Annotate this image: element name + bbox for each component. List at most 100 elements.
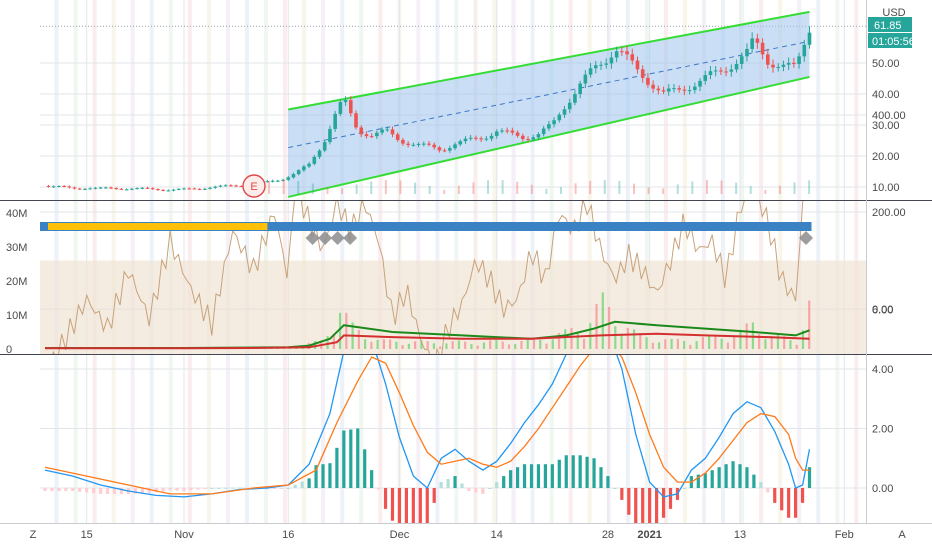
candle-body	[750, 38, 754, 49]
oscillator-tick-label: 200.00	[872, 207, 906, 219]
candle-body	[489, 135, 494, 139]
volume-bar	[357, 330, 360, 349]
candle-body	[296, 170, 301, 175]
histogram-bar	[655, 488, 659, 523]
histogram-bar	[620, 488, 624, 500]
candle-body	[807, 32, 812, 45]
price-volume-bar	[341, 188, 344, 194]
momentum-pane[interactable]	[43, 318, 812, 538]
histogram-bar	[78, 488, 82, 492]
histogram-bar	[592, 458, 596, 488]
candles	[46, 26, 812, 194]
histogram-bar	[446, 479, 450, 488]
histogram-bar	[370, 470, 374, 488]
volume-bar	[457, 340, 461, 349]
candle-body	[583, 74, 588, 84]
volume-bar	[770, 336, 773, 349]
earnings-marker[interactable]	[242, 174, 266, 198]
volume-bar	[614, 326, 617, 349]
candle-body	[208, 187, 212, 189]
candle-body	[479, 138, 483, 140]
candle-body	[755, 38, 760, 43]
earnings-marker-label: E	[250, 181, 257, 193]
candle-body	[124, 189, 129, 191]
x-tick-label: 28	[602, 529, 614, 541]
volume-bar	[551, 339, 554, 349]
volume-bar	[651, 342, 654, 349]
volume-bar	[345, 312, 348, 349]
signal-diamonds	[305, 231, 814, 245]
price-tick-label: 40.00	[872, 89, 900, 101]
candle-body	[130, 188, 134, 190]
candle-body	[484, 138, 489, 140]
volume-bar	[338, 312, 342, 349]
candle-body	[171, 189, 176, 191]
histogram-bar	[321, 464, 325, 488]
candle-body	[67, 186, 72, 188]
volume-bar	[514, 344, 517, 349]
histogram-bar	[724, 464, 728, 488]
candle-body	[338, 102, 343, 114]
histogram-bar	[397, 488, 402, 523]
histogram-bar	[231, 487, 235, 489]
candle-body	[734, 63, 739, 70]
candle-body	[442, 150, 447, 152]
candle-body	[187, 188, 192, 190]
volume-pane[interactable]	[40, 141, 866, 373]
candle-body	[635, 60, 640, 70]
channel-upper-line	[288, 10, 810, 111]
volume-average-line-red	[45, 332, 810, 350]
histogram-bar	[314, 465, 318, 488]
histogram-bar	[335, 447, 339, 488]
volume-bar	[739, 329, 742, 349]
volume-bar	[783, 336, 786, 349]
currency-label[interactable]: USD	[882, 7, 905, 19]
volume-bar	[520, 340, 523, 349]
volume-bar	[364, 339, 367, 349]
candle-body	[515, 132, 520, 136]
candle-body	[453, 144, 457, 149]
histogram-bar	[522, 464, 527, 488]
histogram-bar	[613, 488, 617, 489]
candle-body	[312, 156, 317, 164]
candle-body	[218, 185, 223, 187]
histogram-bar	[203, 488, 207, 489]
histogram-bar	[272, 488, 276, 489]
volume-bar	[582, 338, 586, 349]
histogram-bar	[606, 476, 610, 488]
candle-body	[401, 139, 405, 144]
candle-body	[307, 163, 311, 167]
price-tick-label: 20.00	[872, 151, 900, 163]
candle-body	[270, 180, 275, 182]
histogram-bar	[682, 488, 686, 489]
candle-body	[760, 42, 765, 55]
candle-body	[562, 109, 567, 115]
candle-body	[724, 71, 728, 73]
volume-bar	[539, 339, 542, 349]
histogram-bar	[550, 464, 554, 488]
histogram-bar	[377, 488, 381, 490]
histogram-bar	[752, 474, 756, 488]
earnings-marker-group[interactable]: E	[242, 174, 266, 198]
auto-scale-button[interactable]: A	[898, 529, 906, 541]
price-volume-bar	[282, 180, 285, 194]
price-volume-bar	[720, 180, 723, 194]
histogram-bar	[481, 488, 485, 494]
histogram-bar	[404, 488, 408, 523]
histogram-bar	[99, 488, 103, 494]
volume-bar	[714, 335, 717, 349]
volume-bar	[601, 292, 604, 349]
price-volume-bar	[735, 182, 738, 194]
histogram-bar	[307, 478, 311, 488]
histogram-bar	[557, 459, 561, 488]
price-volume-bar	[764, 189, 767, 194]
candle-body	[661, 90, 666, 92]
candle-body	[792, 62, 796, 64]
price-pane[interactable]	[46, 10, 812, 198]
volume-bar	[401, 345, 404, 349]
timezone-button[interactable]: Z	[30, 529, 37, 541]
volume-bar	[420, 340, 423, 349]
candle-body	[395, 134, 400, 140]
